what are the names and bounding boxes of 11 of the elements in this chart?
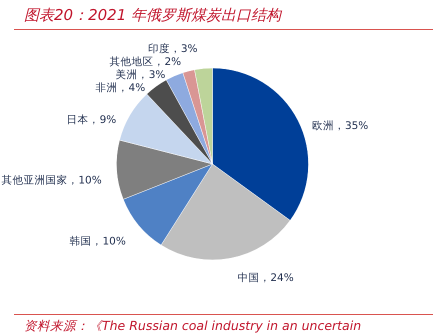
chart-title: 图表20：2021 年俄罗斯煤炭出口结构 (14, 0, 433, 30)
text: 资料来源：《The Russian coal industry in an uncertain (14, 314, 433, 335)
slice-label: 美洲，3% (116, 68, 166, 82)
slice-label: 非洲，4% (96, 81, 146, 94)
slice-label: 日本，9% (66, 113, 116, 126)
slice-label: 其他亚洲国家，10% (1, 174, 102, 187)
slice-label: 印度，3% (148, 42, 198, 56)
slice-label: 欧洲，35% (312, 118, 368, 132)
slice-label: 其他地区，2% (109, 55, 182, 68)
slice-label: 韩国，10% (69, 234, 126, 248)
slice-label: 中国，24% (237, 271, 294, 284)
